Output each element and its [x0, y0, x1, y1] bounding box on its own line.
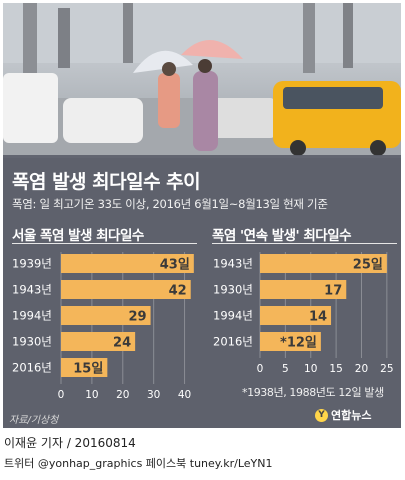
seoul-chart-title: 서울 폭염 발생 최다일수	[12, 228, 144, 244]
bar-value-label: 42	[169, 284, 187, 299]
bar	[260, 280, 347, 299]
yonhap-logo: Y 연합뉴스	[315, 407, 371, 423]
infographic-card: 폭염 발생 최다일수 추이 폭염: 일 최고기온 33도 이상, 2016년 6…	[3, 3, 401, 428]
byline: 이재윤 기자 / 20160814	[4, 436, 136, 450]
bar-value-label: 14	[309, 310, 327, 325]
category-label: 2016년	[213, 335, 253, 349]
bar	[61, 280, 191, 299]
category-label: 1943년	[213, 257, 253, 271]
bar	[61, 254, 194, 273]
bar-value-label: 29	[128, 310, 146, 325]
category-label: 1943년	[12, 283, 52, 297]
x-tick-label: 0	[58, 389, 65, 399]
logo-text: 연합뉴스	[331, 409, 372, 422]
social-links: 트위터 @yonhap_graphics 페이스북 tuney.kr/LeYN1	[4, 457, 273, 470]
bar-value-label: 15일	[73, 362, 103, 377]
x-tick-label: 10	[304, 363, 317, 375]
seoul-chart-title-underline	[12, 243, 197, 244]
x-tick-label: 0	[257, 363, 264, 375]
x-tick-label: 25	[380, 363, 393, 375]
bar-value-label: 43일	[160, 258, 190, 273]
infographic-title: 폭염 발생 최다일수 추이	[12, 171, 201, 193]
category-label: 1994년	[12, 309, 52, 323]
x-tick-label: 30	[147, 389, 160, 399]
x-tick-label: 10	[85, 389, 98, 399]
bar	[260, 254, 387, 273]
consecutive-chart-title-underline	[212, 243, 397, 244]
consecutive-chart-title: 폭염 '연속 발생' 최다일수	[212, 228, 352, 244]
x-tick-label: 5	[282, 363, 289, 375]
logo-mark-icon: Y	[315, 408, 328, 422]
bar-value-label: 24	[113, 336, 131, 351]
category-label: 1930년	[213, 283, 253, 297]
x-tick-label: 15	[329, 363, 342, 375]
chart-footnote: *1938년, 1988년도 12일 발생	[242, 386, 384, 399]
heatwave-street-photo	[3, 3, 401, 158]
bar	[260, 332, 321, 351]
bar-value-label: 17	[324, 284, 342, 299]
infographic-subtitle: 폭염: 일 최고기온 33도 이상, 2016년 6월1일~8월13일 현재 기…	[12, 197, 328, 211]
category-label: 2016년	[12, 361, 52, 375]
x-tick-label: 40	[178, 389, 191, 399]
seoul-heatwave-chart: 0 10 20 30 40 1939년 43일 1943년 42 1994년 29 1930년 24 20…	[12, 252, 194, 399]
category-label: 1939년	[12, 257, 52, 271]
category-label: 1930년	[12, 335, 52, 349]
bar	[260, 306, 332, 325]
bar	[61, 306, 151, 325]
bar	[61, 332, 136, 351]
data-source: 자료/기상청	[9, 415, 59, 426]
x-tick-label: 20	[116, 389, 129, 399]
x-tick-label: 20	[355, 363, 368, 375]
bar-value-label: 25일	[353, 258, 383, 273]
bar-value-label: *12일	[280, 336, 317, 351]
category-label: 1994년	[213, 309, 253, 323]
consecutive-heatwave-chart: 0 5 10 15 20 25 1943년 25일 1930년 17 1994년 14 2016년 *12…	[213, 252, 394, 375]
bar	[61, 358, 108, 377]
